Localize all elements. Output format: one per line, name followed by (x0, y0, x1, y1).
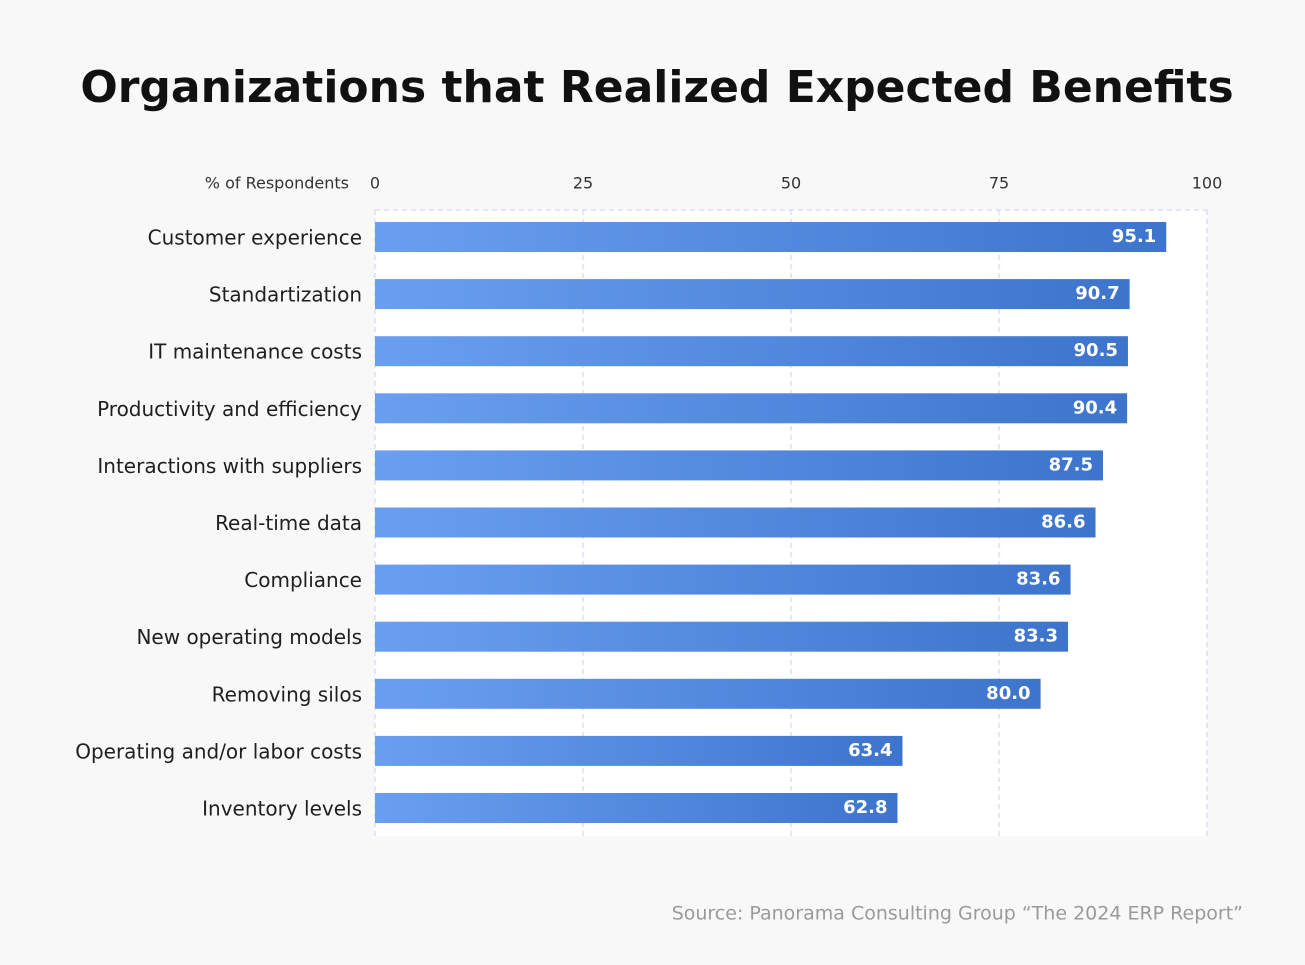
x-tick-label: 25 (573, 174, 593, 193)
value-label: 62.8 (843, 797, 887, 818)
bar (375, 735, 903, 766)
bar (375, 678, 1041, 709)
value-label: 63.4 (848, 740, 892, 761)
x-tick-label: 50 (781, 174, 801, 193)
chart-title: Organizations that Realized Expected Ben… (80, 62, 1233, 113)
y-tick-label: Productivity and efficiency (97, 397, 362, 421)
y-tick-label: Compliance (244, 568, 362, 592)
bar (375, 564, 1071, 595)
y-tick-label: Operating and/or labor costs (75, 739, 362, 763)
bar (375, 793, 898, 823)
source: Source: Panorama Consulting Group “The 2… (672, 903, 1243, 925)
y-tick-label: New operating models (136, 625, 362, 649)
x-tick-label: 75 (989, 174, 1009, 193)
value-label: 80.0 (986, 683, 1030, 704)
bar (375, 393, 1128, 424)
y-tick-label: IT maintenance costs (148, 340, 362, 364)
y-tick-label: Removing silos (212, 682, 362, 706)
value-label: 83.3 (1014, 626, 1058, 647)
bar (375, 621, 1069, 652)
value-label: 95.1 (1112, 226, 1156, 247)
value-label: 90.4 (1073, 397, 1117, 418)
x-tick-label: 0 (370, 174, 380, 193)
y-tick-label: Standartization (209, 283, 362, 307)
bar (375, 450, 1103, 481)
y-tick-label: Interactions with suppliers (97, 454, 362, 478)
bar (375, 279, 1130, 310)
x-axis-label: % of Respondents (205, 174, 349, 193)
y-tick-label: Inventory levels (202, 797, 362, 821)
y-tick-label: Customer experience (148, 226, 362, 250)
bar (375, 507, 1096, 538)
x-tick-label: 100 (1192, 174, 1223, 193)
value-label: 83.6 (1016, 569, 1060, 590)
value-label: 87.5 (1049, 454, 1093, 475)
bar (375, 222, 1167, 252)
value-label: 86.6 (1041, 512, 1085, 533)
value-label: 90.7 (1075, 283, 1119, 304)
value-label: 90.5 (1074, 340, 1118, 361)
y-tick-label: Real-time data (215, 511, 362, 535)
bar (375, 336, 1128, 367)
